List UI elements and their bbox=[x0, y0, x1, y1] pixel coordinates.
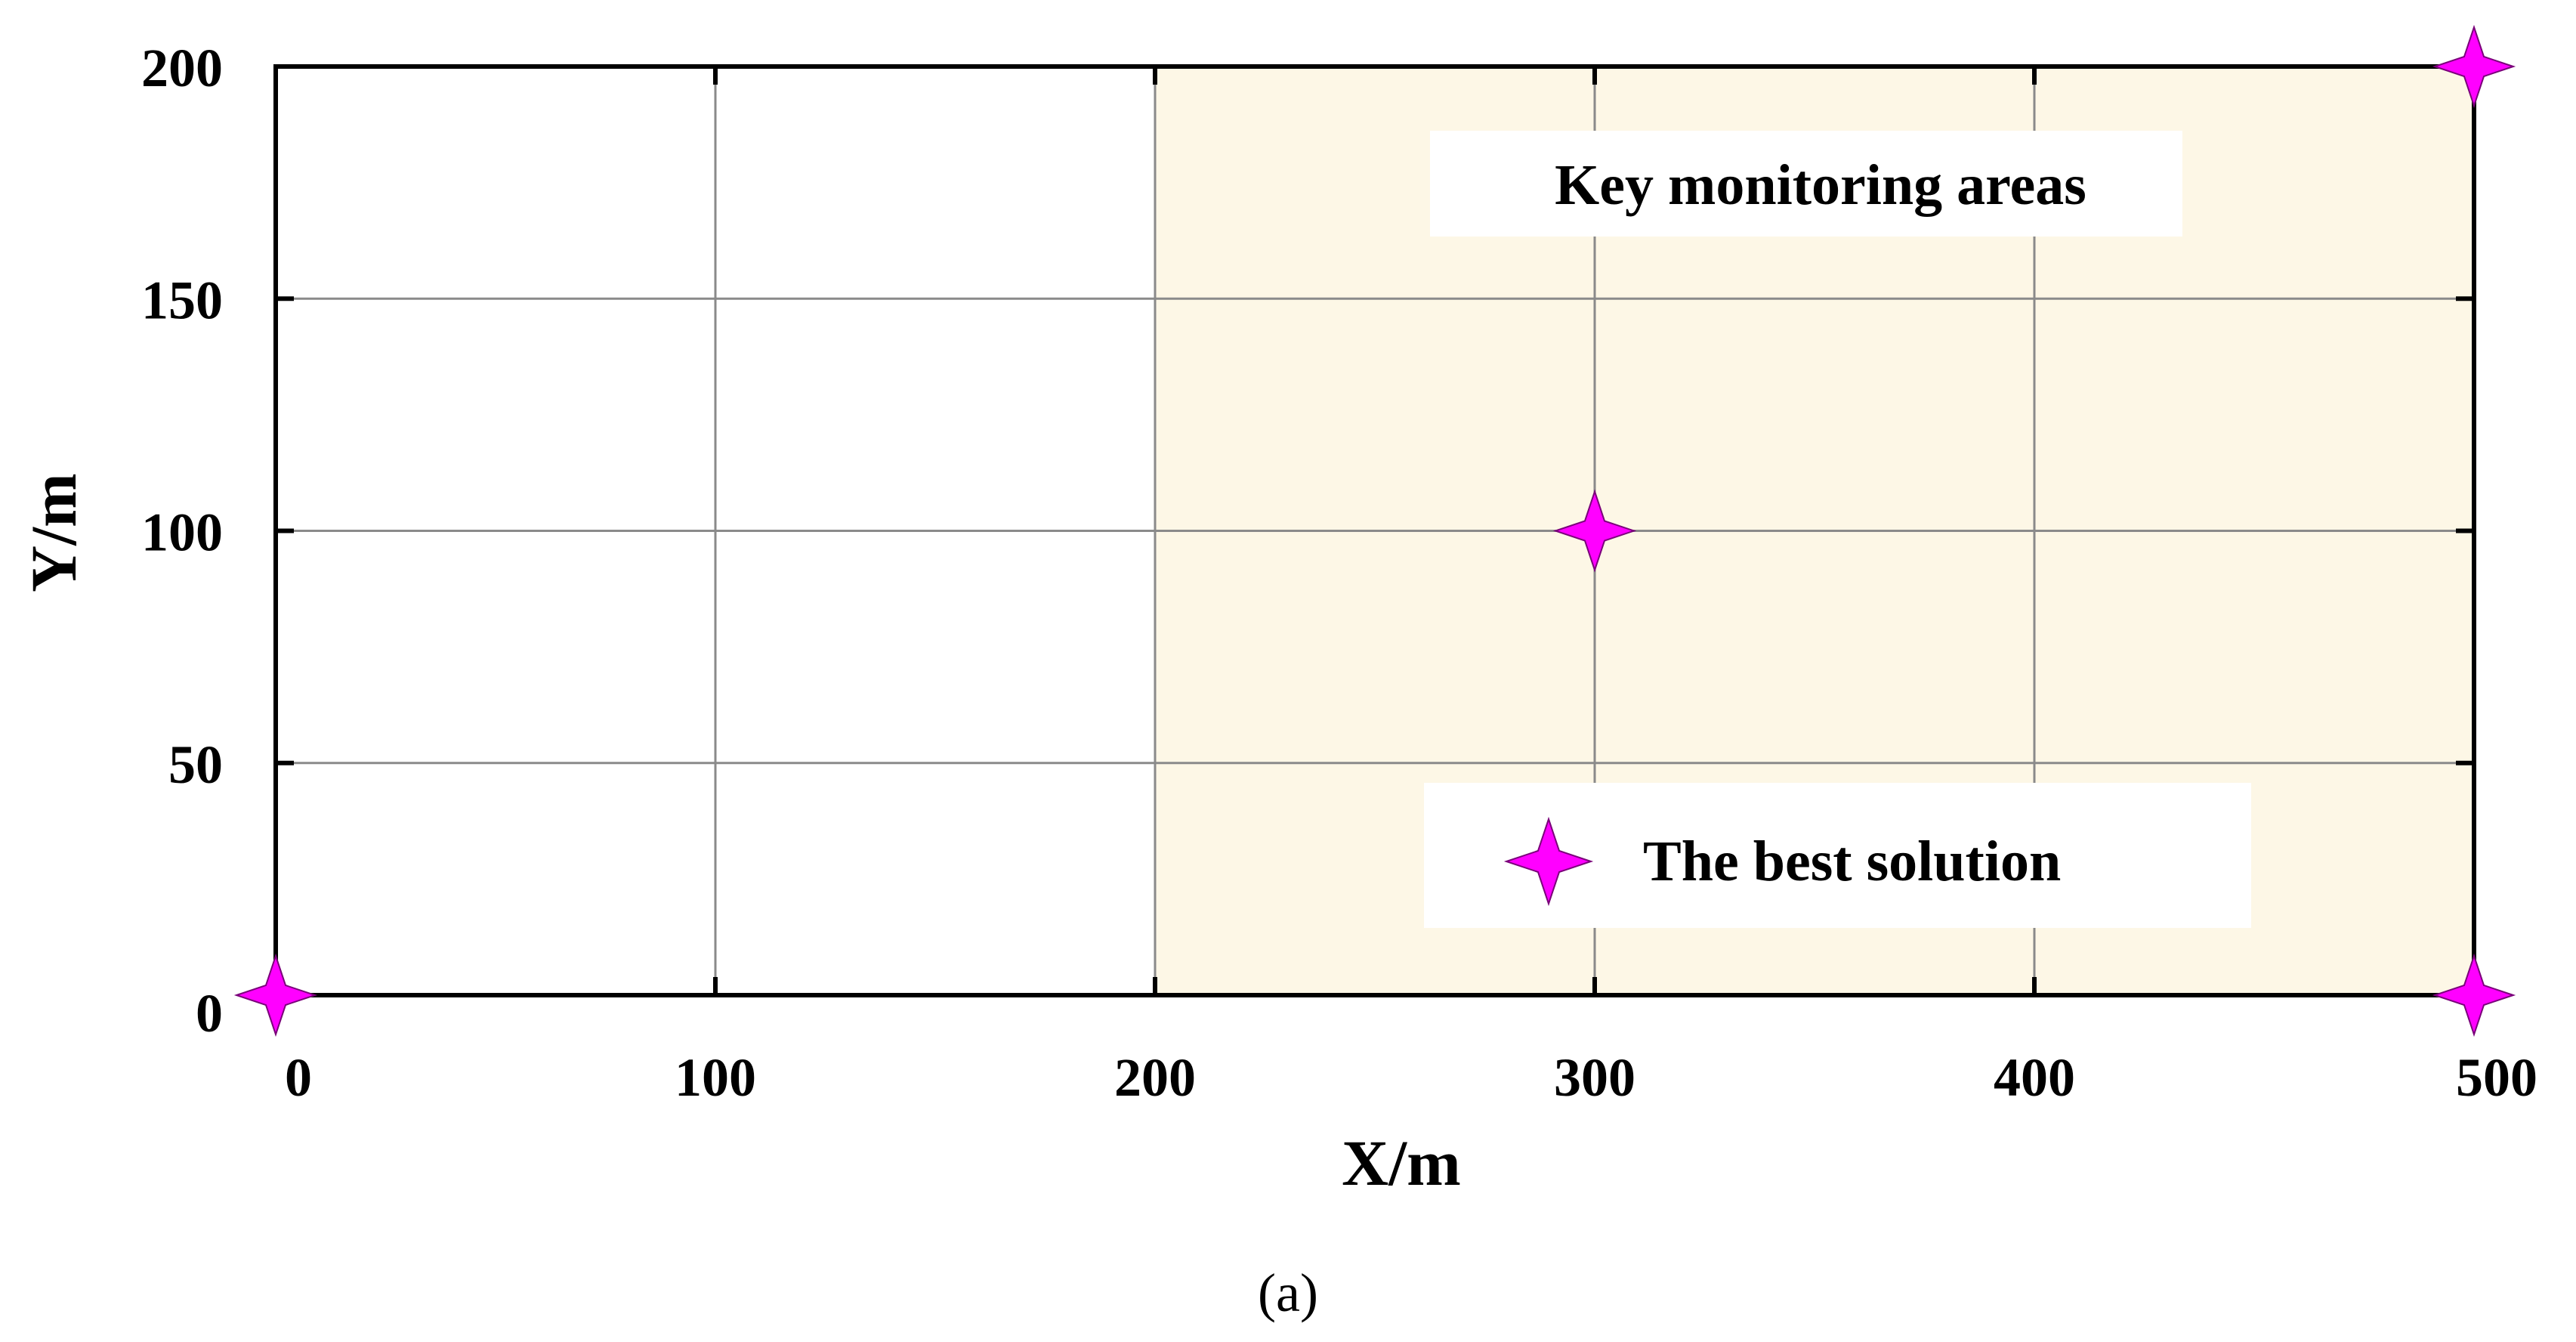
legend-star-icon bbox=[1503, 816, 1594, 907]
legend: The best solution bbox=[1424, 783, 2251, 928]
star-data-point bbox=[1552, 489, 1637, 573]
tick-layer: 0 100 200 300 400 500 0 50 100 150 200 bbox=[141, 38, 2537, 1108]
y-tick-label: 100 bbox=[141, 502, 223, 563]
data-points bbox=[233, 24, 2516, 1037]
x-tick-label: 100 bbox=[675, 1047, 756, 1108]
region-label: Key monitoring areas bbox=[1555, 153, 2086, 217]
x-tick-label: 500 bbox=[2456, 1047, 2537, 1108]
star-data-point bbox=[2432, 953, 2516, 1037]
x-tick-label: 300 bbox=[1554, 1047, 1635, 1108]
y-tick-label: 0 bbox=[196, 983, 223, 1044]
x-tick-label: 0 bbox=[285, 1047, 312, 1108]
legend-star-marker bbox=[1503, 816, 1594, 907]
region-label-box bbox=[1430, 131, 2182, 237]
x-axis-label: X/m bbox=[1342, 1127, 1461, 1199]
y-tick-label: 50 bbox=[168, 734, 223, 795]
y-tick-label: 200 bbox=[141, 38, 223, 98]
x-tick-label: 400 bbox=[1994, 1047, 2075, 1108]
x-tick-label: 200 bbox=[1114, 1047, 1196, 1108]
y-axis-label: Y/m bbox=[17, 473, 90, 592]
star-data-point bbox=[2432, 24, 2516, 109]
figure-caption: (a) bbox=[1258, 1263, 1318, 1323]
star-data-point bbox=[233, 953, 318, 1037]
y-tick-label: 150 bbox=[141, 270, 223, 330]
legend-label: The best solution bbox=[1643, 830, 2061, 893]
annotation-layer: Key monitoring areas bbox=[1430, 131, 2182, 237]
